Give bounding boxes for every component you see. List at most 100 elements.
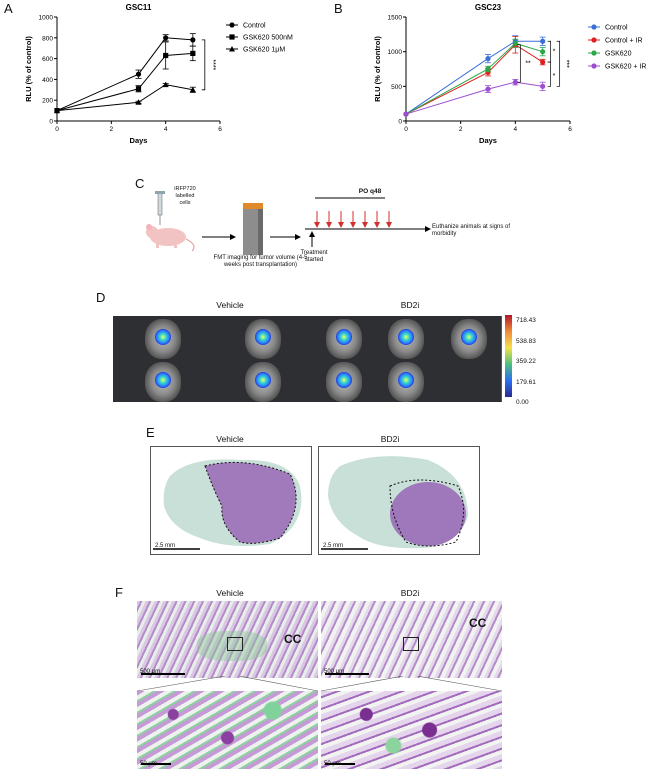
scale-label-e-bd2i: 2.5 mm [323,543,344,549]
x-tick-label: 2 [110,126,114,133]
imaging-vehicle-label: Vehicle [216,300,244,310]
dosing-label: PO q48 [358,188,382,195]
schematic-panel [146,191,431,255]
scale-label-e-vehicle: 2.5 mm [155,543,176,549]
dose-arrows [314,211,392,228]
panel-label-c: C [135,176,145,191]
data-point [403,111,409,117]
colorbar-tick: 179.61 [516,378,536,386]
series-line [405,44,543,115]
legend-label: GSK620 500nM [243,35,293,42]
fluorescence-signal [155,329,171,345]
data-point [540,49,546,55]
y-tick-label: 1000 [39,15,54,22]
data-point [540,59,546,65]
colorbar-ticks: 718.43 538.83 359.22 179.61 0.00 [516,311,536,414]
y-tick-label: 0 [49,119,53,126]
scale-label-f2-bd2i: 50 μm [324,761,341,767]
legend-marker [591,24,597,30]
zoom-vehicle-label: Vehicle [216,588,244,598]
data-point [189,86,196,93]
data-point [540,83,546,89]
fluorescence-signal [155,372,171,388]
data-point [512,79,518,85]
significance-label: * [553,49,556,56]
legend-marker [591,37,597,43]
significance-label: *** [563,60,570,68]
outcome-label: Euthanize animals at signs of morbidity [432,224,511,237]
series-line [405,81,543,115]
x-tick-label: 6 [218,126,222,133]
y-tick-label: 400 [42,77,53,84]
y-axis-label: RLU (% of control) [373,36,382,102]
y-tick-label: 0 [398,119,402,126]
chart-title: GSC11 [126,3,152,12]
x-tick-label: 4 [164,126,168,133]
legend-marker [229,34,235,40]
significance-label: **** [209,59,216,70]
imaging-cell [313,316,376,359]
chart-gsc11: GSC11 0 200 400 600 800 1000 0 2 4 6 Days RLU (% of … [24,3,293,145]
panel-label-b: B [334,1,343,16]
panel-label-f: F [115,585,123,600]
significance-label: ** [525,60,531,67]
cc-label-vehicle: CC [284,632,302,646]
imaging-cell [213,359,314,402]
legend-label: GSK620 1μM [243,47,285,54]
histology-bd2i-label: BD2i [380,434,400,444]
scale-label-f-vehicle: 500 μm [140,669,161,675]
imaging-bd2i-label: BD2i [400,300,420,310]
zoom-bd2i-label: BD2i [400,588,420,598]
fluorescence-signal [398,372,414,388]
imaging-cell [213,316,314,359]
imaging-cell [113,316,214,359]
fluorescence-signal [255,329,271,345]
data-point [162,81,169,88]
panel-label-d: D [96,290,106,305]
series-line [405,40,543,115]
legend-label: Control [243,23,266,30]
legend-label: Control + IR [605,38,643,45]
y-axis-label: RLU (% of control) [24,36,33,102]
significance-bracket [201,39,206,91]
mouse-icon [146,224,195,252]
data-point [163,52,169,59]
chart-title: GSC23 [475,3,502,12]
panel-label-e: E [146,425,155,440]
fluorescence-signal [398,329,414,345]
legend-label: GSK620 [605,51,632,58]
legend-marker [229,22,235,28]
fmt-device-icon [243,203,263,255]
scale-label-f-bd2i: 500 μm [324,669,345,675]
x-tick-label: 0 [404,126,408,133]
data-point [163,35,169,41]
brain-section-vehicle [150,446,312,555]
y-tick-label: 200 [42,98,53,105]
series-line [56,37,193,112]
significance-label: * [553,73,556,80]
y-tick-label: 600 [42,56,53,63]
histology-vehicle-high [137,691,318,769]
imaging-cell [375,316,438,359]
fluorescence-signal [461,329,477,345]
data-point [485,86,491,92]
y-tick-label: 800 [42,35,53,42]
imaging-cell [375,359,438,402]
y-tick-label: 500 [391,84,402,91]
colorbar-tick: 538.83 [516,337,536,345]
legend-marker [591,63,597,69]
data-point [512,40,518,46]
imaging-cell [113,359,214,402]
colorbar-tick: 359.22 [516,358,536,365]
histology-bd2i-high [321,691,502,769]
data-point [135,71,142,77]
data-point [135,99,142,105]
data-point [540,38,546,44]
legend-label: GSK620 + IR [605,64,646,71]
legend-label: Control [605,25,628,32]
colorbar-tick: 0.00 [516,399,529,406]
data-point [54,107,60,114]
histology-vehicle-label: Vehicle [216,434,244,444]
x-tick-label: 2 [459,126,463,133]
significance-bracket [547,40,552,63]
